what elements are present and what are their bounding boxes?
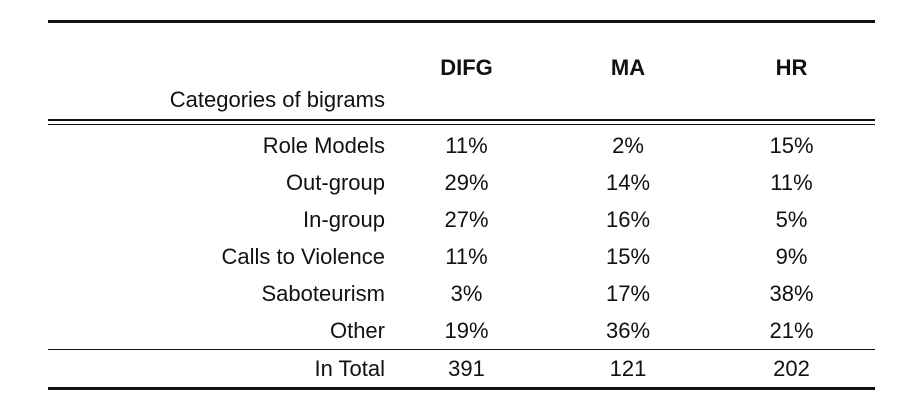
total-separator-rule bbox=[48, 349, 875, 350]
cell-ma: 36% bbox=[605, 317, 651, 343]
column-header-hr: HR bbox=[775, 55, 808, 80]
total-row: In Total 391 121 202 bbox=[48, 350, 875, 387]
cell-ma: 2% bbox=[612, 132, 644, 158]
total-hr: 202 bbox=[773, 355, 810, 381]
top-rule bbox=[48, 20, 875, 23]
row-label: Calls to Violence bbox=[221, 243, 385, 269]
cell-difg: 29% bbox=[444, 169, 489, 195]
table-row: Saboteurism 3% 17% 38% bbox=[48, 275, 875, 312]
cell-ma: 16% bbox=[605, 206, 651, 232]
row-label: Out-group bbox=[285, 169, 385, 195]
cell-hr: 21% bbox=[769, 317, 814, 343]
column-header-row: DIFG MA HR bbox=[48, 23, 875, 81]
total-label: In Total bbox=[314, 355, 385, 381]
cell-ma: 15% bbox=[605, 243, 651, 269]
cell-difg: 11% bbox=[445, 243, 488, 269]
category-header-row: Categories of bigrams bbox=[48, 81, 875, 119]
cell-hr: 11% bbox=[770, 169, 813, 195]
category-header: Categories of bigrams bbox=[169, 87, 385, 112]
cell-hr: 38% bbox=[769, 280, 814, 306]
cell-difg: 11% bbox=[445, 132, 488, 158]
table-row: Out-group 29% 14% 11% bbox=[48, 164, 875, 201]
cell-hr: 15% bbox=[769, 132, 814, 158]
total-ma: 121 bbox=[609, 355, 647, 381]
cell-hr: 9% bbox=[775, 243, 808, 269]
total-difg: 391 bbox=[448, 355, 485, 381]
row-label: In-group bbox=[303, 206, 385, 232]
column-header-difg: DIFG bbox=[440, 55, 493, 80]
row-label: Saboteurism bbox=[261, 280, 385, 306]
row-label: Role Models bbox=[262, 132, 385, 158]
cell-difg: 27% bbox=[444, 206, 489, 232]
table-row: In-group 27% 16% 5% bbox=[48, 201, 875, 238]
cell-ma: 17% bbox=[605, 280, 651, 306]
cell-ma: 14% bbox=[605, 169, 651, 195]
header-double-rule bbox=[48, 119, 875, 125]
cell-difg: 3% bbox=[450, 280, 483, 306]
table-row: Role Models 11% 2% 15% bbox=[48, 127, 875, 164]
column-header-ma: MA bbox=[610, 55, 646, 80]
row-label: Other bbox=[329, 317, 385, 343]
cell-difg: 19% bbox=[444, 317, 489, 343]
bigram-category-table: DIFG MA HR Categories of bigrams Role Mo… bbox=[48, 20, 875, 390]
table-row: Calls to Violence 11% 15% 9% bbox=[48, 238, 875, 275]
bottom-rule bbox=[48, 387, 875, 390]
table-row: Other 19% 36% 21% bbox=[48, 312, 875, 349]
cell-hr: 5% bbox=[775, 206, 808, 232]
